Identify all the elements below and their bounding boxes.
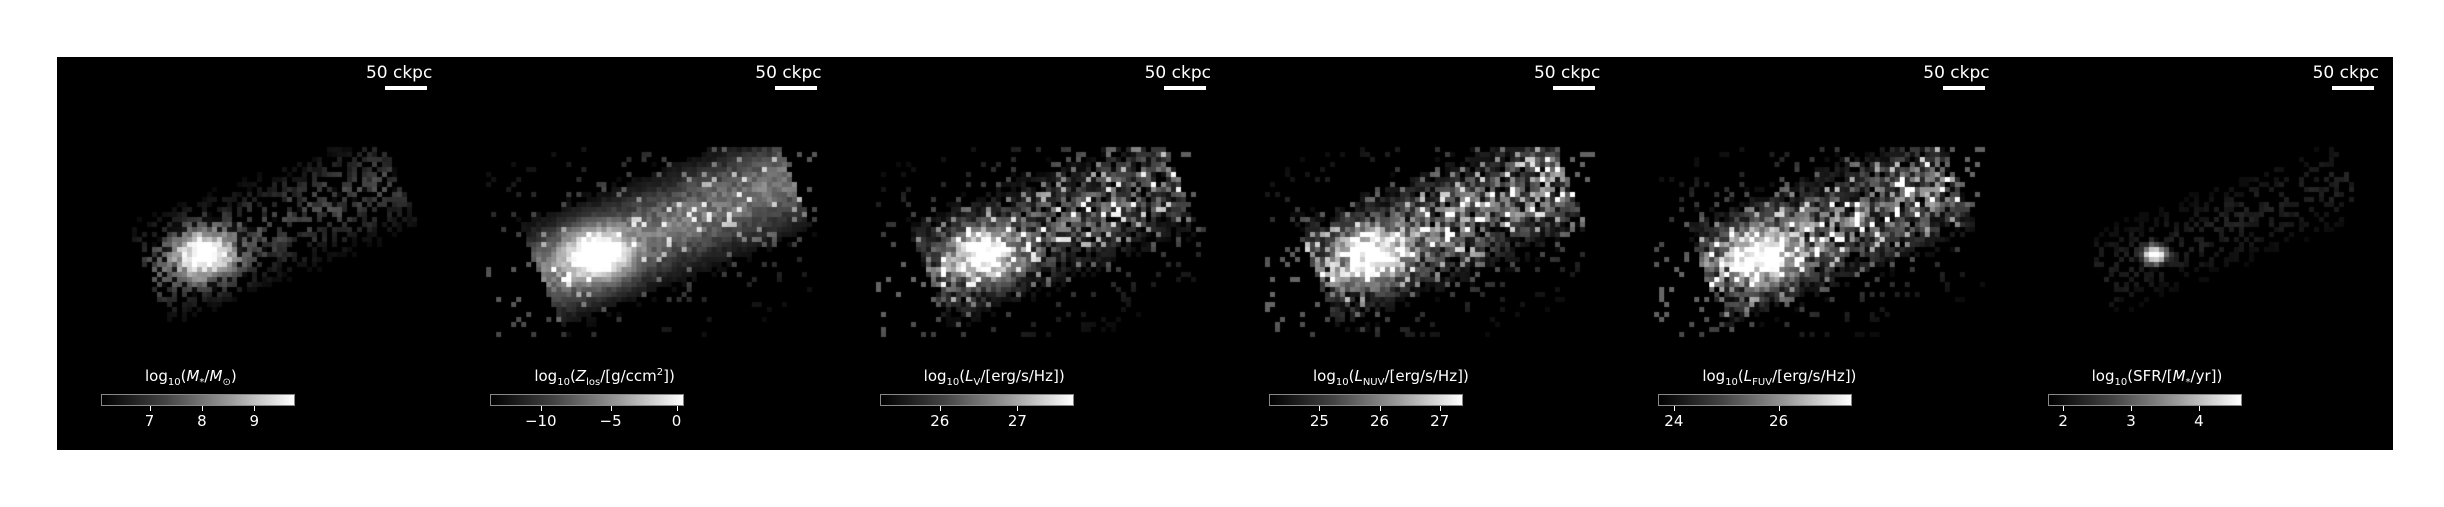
colorbar-tick-label: 4 bbox=[2194, 412, 2204, 430]
colorbar-tick bbox=[540, 406, 542, 411]
colorbar-title: log10(LV/[erg/s/Hz]) bbox=[923, 367, 1065, 388]
panel-lum-nuv: 50 ckpc log10(LNUV/[erg/s/Hz]) 25 26 27 bbox=[1224, 57, 1615, 450]
colorbar-tick bbox=[149, 406, 151, 411]
colorbar bbox=[879, 394, 1074, 406]
colorbar bbox=[2047, 394, 2242, 406]
colorbar-tick bbox=[254, 406, 256, 411]
scale-bar bbox=[774, 86, 817, 90]
colorbar-tick bbox=[1673, 406, 1675, 411]
scale-bar-label: 50 ckpc bbox=[2312, 63, 2379, 83]
galaxy-map-image bbox=[2003, 57, 2393, 450]
colorbar-tick-label: 26 bbox=[1370, 412, 1390, 430]
colorbar-tick bbox=[2131, 406, 2133, 411]
colorbar-tick-label: 7 bbox=[144, 412, 155, 430]
colorbar-tick bbox=[2198, 406, 2200, 411]
galaxy-map-image bbox=[1224, 57, 1615, 450]
scale-bar-label: 50 ckpc bbox=[1923, 63, 1990, 83]
panel-sfr: 50 ckpc log10(SFR/[M*/yr]) 2 3 4 bbox=[2003, 57, 2393, 450]
colorbar bbox=[1268, 394, 1463, 406]
panel-lum-v: 50 ckpc log10(LV/[erg/s/Hz]) 26 27 bbox=[835, 57, 1225, 450]
colorbar bbox=[101, 394, 295, 406]
colorbar-tick bbox=[1778, 406, 1780, 411]
colorbar-tick-label: 8 bbox=[197, 412, 207, 430]
colorbar-tick-label: 2 bbox=[2058, 412, 2068, 430]
colorbar-tick bbox=[1017, 406, 1019, 411]
scale-bar bbox=[385, 86, 428, 90]
scale-bar bbox=[1942, 86, 1985, 90]
colorbar-tick bbox=[1379, 406, 1381, 411]
colorbar-tick bbox=[2063, 406, 2065, 411]
colorbar-tick-label: 3 bbox=[2126, 412, 2136, 430]
scale-bar bbox=[2331, 86, 2374, 90]
colorbar-tick-label: 25 bbox=[1309, 412, 1329, 430]
colorbar bbox=[490, 394, 685, 406]
scale-bar bbox=[1163, 86, 1206, 90]
colorbar-title: log10(LFUV/[erg/s/Hz]) bbox=[1702, 367, 1857, 388]
colorbar-tick bbox=[1439, 406, 1441, 411]
colorbar-tick-label: 26 bbox=[930, 412, 950, 430]
colorbar-tick bbox=[201, 406, 203, 411]
colorbar-tick-label: −5 bbox=[599, 412, 622, 430]
galaxy-map-image bbox=[835, 57, 1225, 450]
galaxy-map-image bbox=[57, 57, 447, 450]
panel-stellar-mass: 50 ckpc log10(M*/M⊙) 7 8 9 bbox=[57, 57, 447, 450]
colorbar-title: log10(Zlos/[g/ccm2]) bbox=[534, 367, 675, 388]
colorbar-tick-label: 27 bbox=[1007, 412, 1027, 430]
colorbar-tick-label: −10 bbox=[524, 412, 557, 430]
scale-bar-label: 50 ckpc bbox=[1533, 63, 1601, 83]
scale-bar bbox=[1553, 86, 1596, 90]
colorbar-tick-label: 9 bbox=[249, 412, 260, 430]
panel-lum-fuv: 50 ckpc log10(LFUV/[erg/s/Hz]) 24 26 bbox=[1614, 57, 2004, 450]
colorbar-title: log10(LNUV/[erg/s/Hz]) bbox=[1312, 367, 1469, 388]
colorbar-tick-label: 24 bbox=[1664, 412, 1684, 430]
panel-strip: 50 ckpc log10(M*/M⊙) 7 8 9 50 ckpc log10(Zlos/… bbox=[57, 57, 2393, 450]
colorbar bbox=[1658, 394, 1853, 406]
colorbar-tick-label: 0 bbox=[671, 412, 682, 430]
colorbar-tick-label: 27 bbox=[1430, 412, 1450, 430]
colorbar-title: log10(SFR/[M*/yr]) bbox=[2091, 367, 2223, 388]
scale-bar-label: 50 ckpc bbox=[365, 63, 433, 83]
galaxy-map-image bbox=[446, 57, 836, 450]
colorbar-tick bbox=[939, 406, 941, 411]
colorbar-tick bbox=[1319, 406, 1321, 411]
colorbar-tick bbox=[676, 406, 678, 411]
scale-bar-label: 50 ckpc bbox=[1144, 63, 1211, 83]
galaxy-map-image bbox=[1614, 57, 2004, 450]
scale-bar-label: 50 ckpc bbox=[755, 63, 822, 83]
colorbar-title: log10(M*/M⊙) bbox=[145, 367, 237, 388]
colorbar-tick-label: 26 bbox=[1769, 412, 1789, 430]
panel-metallicity: 50 ckpc log10(Zlos/[g/ccm2]) −10 −5 0 bbox=[446, 57, 836, 450]
colorbar-tick bbox=[610, 406, 612, 411]
